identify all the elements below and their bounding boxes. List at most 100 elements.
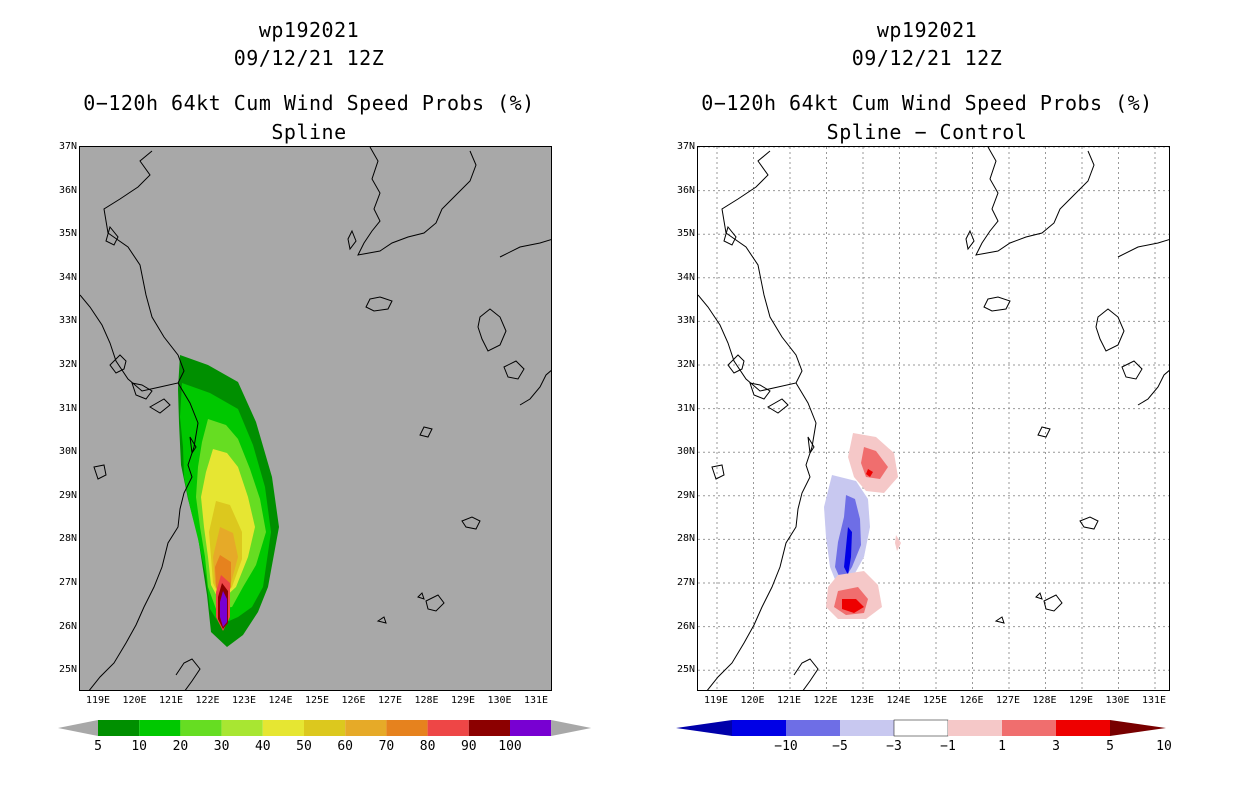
coastline — [698, 147, 1169, 690]
latitude-label: 29N — [676, 489, 695, 501]
colorbar-swatch — [948, 720, 1002, 736]
colorbar-swatch — [1002, 720, 1056, 736]
colorbar-swatch — [893, 719, 949, 737]
latitude-label: 26N — [58, 620, 77, 632]
method-title: Spline − Control — [826, 120, 1028, 144]
colorbar-label: 20 — [173, 739, 189, 754]
latitude-label: 30N — [58, 446, 77, 458]
colorbar-label: 100 — [498, 739, 521, 754]
latitude-label: 32N — [676, 359, 695, 370]
colorbar-label: 60 — [337, 739, 353, 754]
colorbar-label: 90 — [461, 739, 477, 754]
latitude-label: 25N — [58, 664, 77, 676]
longitude-label: 119E — [703, 695, 729, 706]
latitude-label: 36N — [676, 184, 695, 196]
longitude-label: 121E — [158, 695, 184, 706]
longitude-label: 120E — [740, 695, 765, 706]
colorbar-swatch — [262, 720, 304, 736]
right-panel: wp192021 09/12/21 12Z 0−120h 64kt Cum Wi… — [618, 0, 1236, 800]
latitude-label: 35N — [58, 228, 77, 240]
longitude-label: 130E — [487, 695, 512, 706]
latitude-label: 27N — [58, 577, 77, 588]
colorbar-swatch — [98, 720, 140, 736]
contour-90pct — [220, 591, 227, 627]
latitude-label: 37N — [676, 141, 695, 152]
latitude-label: 29N — [58, 489, 77, 501]
colorbar-high-arrow — [1110, 720, 1166, 736]
colorbar-label: −10 — [774, 739, 797, 754]
gridlines — [698, 147, 1169, 690]
colorbar-label: 40 — [255, 739, 271, 754]
difference-colorbar: −10 −5 −3 −1 1 3 5 10 — [676, 719, 1172, 754]
colorbar-label: −5 — [832, 739, 848, 754]
longitude-label: 127E — [995, 695, 1021, 706]
colorbar-high-arrow — [551, 720, 592, 736]
longitude-label: 125E — [922, 695, 948, 706]
latitude-label: 28N — [58, 533, 77, 545]
diff-neg-5 — [844, 527, 852, 575]
longitude-label: 122E — [195, 695, 220, 706]
colorbar-swatch — [304, 720, 346, 736]
colorbar-swatch — [139, 720, 181, 736]
colorbar-label: 10 — [1156, 739, 1172, 754]
datetime-title: 09/12/21 12Z — [233, 46, 385, 70]
storm-id-title: wp192021 — [258, 18, 360, 42]
latitude-label: 30N — [676, 446, 695, 458]
diff-pos-south-5 — [842, 599, 864, 613]
longitude-label: 123E — [231, 695, 257, 706]
colorbar-swatch — [180, 720, 222, 736]
storm-id-title: wp192021 — [876, 18, 978, 42]
colorbar-label: −3 — [886, 739, 902, 754]
latitude-label: 31N — [58, 402, 77, 414]
colorbar-swatch — [510, 720, 552, 736]
longitude-label: 128E — [414, 695, 439, 706]
longitude-label: 129E — [450, 695, 476, 706]
latitude-label: 32N — [58, 359, 77, 370]
colorbar-swatch — [1056, 720, 1110, 736]
colorbar-label: 1 — [998, 739, 1006, 754]
datetime-title: 09/12/21 12Z — [851, 46, 1003, 70]
colorbar-swatch — [427, 720, 469, 736]
left-panel: wp192021 09/12/21 12Z 0−120h 64kt Cum Wi… — [58, 18, 592, 754]
latitude-label: 36N — [58, 184, 77, 196]
colorbar-label: 50 — [296, 739, 312, 754]
latitude-label: 34N — [676, 271, 695, 283]
longitude-label: 124E — [886, 695, 911, 706]
latitude-label: 35N — [676, 228, 695, 240]
longitude-label: 122E — [813, 695, 838, 706]
colorbar-swatch — [386, 720, 428, 736]
colorbar-low-arrow — [676, 720, 732, 736]
longitude-label: 119E — [85, 695, 111, 706]
latitude-label: 25N — [676, 664, 695, 676]
latitude-label: 31N — [676, 402, 695, 414]
latitude-label: 28N — [676, 533, 695, 545]
colorbar-label: 5 — [1106, 739, 1114, 754]
colorbar-label: −1 — [940, 739, 956, 754]
latitude-label: 33N — [58, 315, 77, 327]
longitude-label: 124E — [268, 695, 293, 706]
longitude-label: 127E — [377, 695, 403, 706]
colorbar-label: 5 — [94, 739, 102, 754]
colorbar-swatch — [786, 720, 840, 736]
latitude-label: 26N — [676, 620, 695, 632]
colorbar-label: 70 — [379, 739, 395, 754]
latitude-label: 33N — [676, 315, 695, 327]
longitude-label: 126E — [959, 695, 984, 706]
longitude-label: 129E — [1068, 695, 1094, 706]
latitude-label: 37N — [58, 141, 77, 152]
longitude-label: 128E — [1032, 695, 1057, 706]
longitude-label: 131E — [523, 695, 549, 706]
colorbar-swatch — [840, 720, 894, 736]
diff-pos-north-5 — [866, 469, 873, 477]
colorbar-swatch — [221, 720, 263, 736]
colorbar-swatch — [345, 720, 387, 736]
product-title: 0−120h 64kt Cum Wind Speed Probs (%) — [701, 91, 1153, 115]
colorbar-label: 10 — [131, 739, 147, 754]
difference-map-svg — [698, 147, 1169, 690]
probability-map — [79, 146, 552, 691]
probability-map-svg — [80, 147, 551, 690]
coastline — [80, 147, 551, 690]
colorbar-label: 30 — [214, 739, 230, 754]
longitude-label: 130E — [1105, 695, 1130, 706]
latitude-label: 27N — [676, 577, 695, 588]
